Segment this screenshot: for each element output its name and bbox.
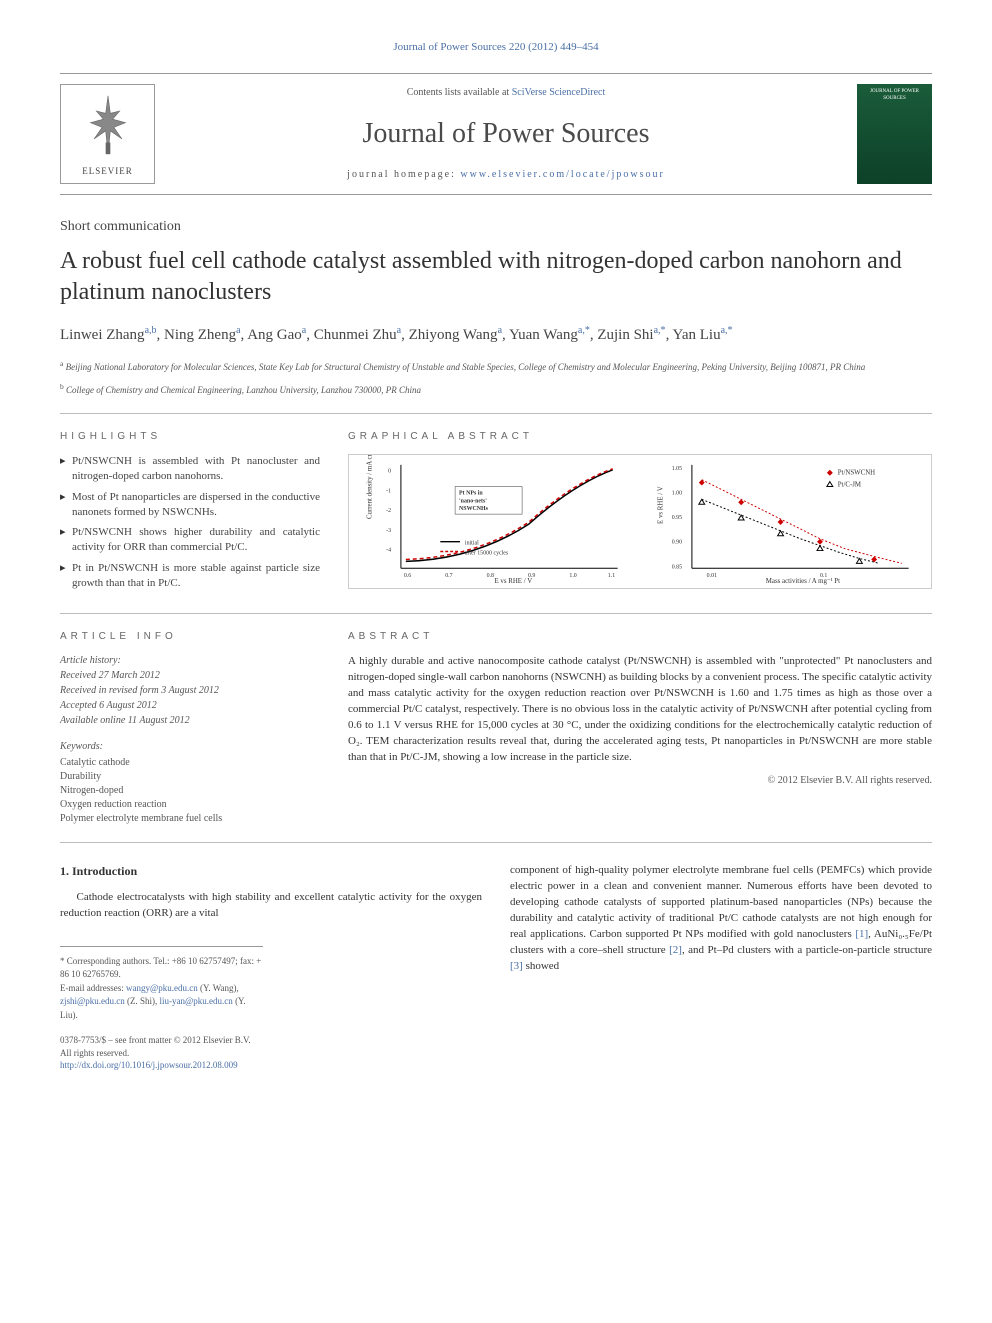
svg-text:0.7: 0.7 [445,573,452,579]
article-history: Article history: Received 27 March 2012 … [60,654,320,728]
corresponding-footer: * Corresponding authors. Tel.: +86 10 62… [60,946,263,1023]
section-heading-introduction: 1. Introduction [60,863,482,880]
chart-ylabel: Current density / mA cm⁻² [366,455,373,519]
svg-text:0.1: 0.1 [820,573,827,579]
svg-text:0.6: 0.6 [404,573,411,579]
graphical-abstract: Current density / mA cm⁻² E vs RHE / V 0… [348,454,932,589]
svg-text:initial: initial [465,541,479,547]
svg-text:-1: -1 [386,488,391,494]
homepage-link[interactable]: www.elsevier.com/locate/jpowsour [460,169,664,180]
svg-text:1.0: 1.0 [569,573,576,579]
divider [60,613,932,614]
chart-xlabel: E vs RHE / V [495,578,533,585]
highlight-item: Pt/NSWCNH is assembled with Pt nanoclust… [60,454,320,484]
elsevier-logo: ELSEVIER [60,84,155,184]
svg-text:'nano-nets': 'nano-nets' [459,498,487,504]
citation-link[interactable]: [2] [669,944,682,956]
ga-left-chart: Current density / mA cm⁻² E vs RHE / V 0… [349,455,640,588]
svg-text:Pt/C-JM: Pt/C-JM [838,482,861,489]
article-title: A robust fuel cell cathode catalyst asse… [60,246,932,308]
keywords: Keywords: Catalytic cathode Durability N… [60,740,320,826]
authors: Linwei Zhanga,b, Ning Zhenga, Ang Gaoa, … [60,323,932,347]
masthead: ELSEVIER Contents lists available at Sci… [60,73,932,194]
contents-available: Contents lists available at SciVerse Sci… [175,86,837,100]
svg-text:0: 0 [388,469,391,475]
svg-text:0.85: 0.85 [672,564,682,570]
divider [60,413,932,414]
svg-text:1.00: 1.00 [672,490,682,496]
citation-link[interactable]: [3] [510,960,523,972]
svg-text:1.1: 1.1 [608,573,615,579]
masthead-center: Contents lists available at SciVerse Sci… [175,74,837,193]
svg-text:0.95: 0.95 [672,515,682,521]
svg-text:after 15000 cycles: after 15000 cycles [465,550,509,557]
svg-text:E vs RHE / V: E vs RHE / V [657,486,664,524]
svg-text:Pt NPs in: Pt NPs in [459,490,483,496]
citation-link[interactable]: [1] [855,928,868,940]
highlight-item: Pt/NSWCNH shows higher durability and ca… [60,525,320,555]
intro-paragraph-2: component of high-quality polymer electr… [510,863,932,975]
sciencedirect-link[interactable]: SciVerse ScienceDirect [512,87,606,98]
divider [60,842,932,843]
publisher-name: ELSEVIER [73,165,143,178]
svg-text:0.90: 0.90 [672,540,682,546]
svg-text:-4: -4 [386,548,391,554]
email-link[interactable]: wangy@pku.edu.cn [126,983,198,993]
copyright: © 2012 Elsevier B.V. All rights reserved… [348,774,932,788]
header-citation: Journal of Power Sources 220 (2012) 449–… [60,40,932,55]
svg-text:0.8: 0.8 [487,573,494,579]
affiliation-b: b College of Chemistry and Chemical Engi… [60,381,932,398]
svg-text:1.05: 1.05 [672,466,682,472]
doi-link[interactable]: http://dx.doi.org/10.1016/j.jpowsour.201… [60,1060,238,1070]
ga-right-chart: E vs RHE / V Mass activities / A mg⁻¹ Pt… [640,455,931,588]
affiliation-a: a Beijing National Laboratory for Molecu… [60,358,932,375]
svg-text:0.9: 0.9 [528,573,535,579]
abstract-text: A highly durable and active nanocomposit… [348,654,932,766]
highlight-item: Pt in Pt/NSWCNH is more stable against p… [60,561,320,591]
elsevier-tree-icon [73,90,143,160]
svg-text:Pt/NSWCNH: Pt/NSWCNH [838,470,875,477]
highlights-list: Pt/NSWCNH is assembled with Pt nanoclust… [60,454,320,591]
doi-block: 0378-7753/$ – see front matter © 2012 El… [60,1034,263,1072]
abstract-heading: ABSTRACT [348,630,932,644]
journal-title: Journal of Power Sources [175,114,837,153]
email-link[interactable]: liu-yan@pku.edu.cn [160,996,233,1006]
journal-homepage: journal homepage: www.elsevier.com/locat… [175,168,837,182]
highlight-item: Most of Pt nanoparticles are dispersed i… [60,490,320,520]
highlights-heading: HIGHLIGHTS [60,430,320,444]
intro-paragraph-1: Cathode electrocatalysts with high stabi… [60,890,482,922]
svg-text:0.01: 0.01 [707,573,717,579]
email-link[interactable]: zjshi@pku.edu.cn [60,996,125,1006]
svg-text:NSWCNHs: NSWCNHs [459,506,489,512]
article-info-heading: ARTICLE INFO [60,630,320,644]
svg-text:-3: -3 [386,528,391,534]
journal-cover-thumbnail: JOURNAL OF POWER SOURCES [857,84,932,184]
svg-text:-2: -2 [386,508,391,514]
svg-text:Mass activities / A mg⁻¹ Pt: Mass activities / A mg⁻¹ Pt [766,578,840,585]
graphical-abstract-heading: GRAPHICAL ABSTRACT [348,430,932,444]
article-type: Short communication [60,217,932,237]
